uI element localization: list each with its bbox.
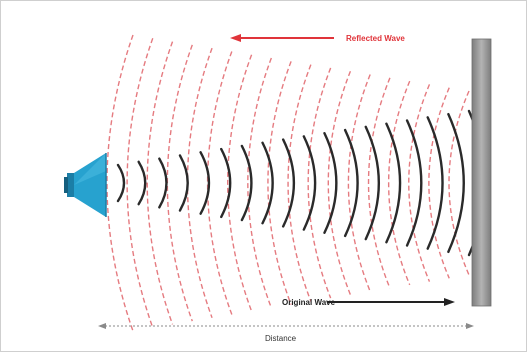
reflected-wave-indicator: Reflected Wave (230, 34, 405, 43)
reflected-wave-arc (106, 34, 134, 332)
original-wave-arc (385, 122, 402, 244)
original-wave-arc (137, 160, 147, 206)
original-wave-indicator: Original Wave (282, 298, 455, 307)
reflected-wave-arc (307, 67, 332, 299)
megaphone-icon (64, 153, 107, 217)
reflected-wave-arrowhead (230, 34, 241, 42)
reflected-wave-arc (267, 61, 292, 305)
original-wave-arc (364, 125, 380, 241)
original-wave-arc (240, 144, 253, 222)
original-wave-arc (405, 119, 423, 247)
reflected-wave-arc (347, 74, 371, 292)
reflected-wave-arc (428, 87, 450, 279)
reflected-wave-arc (327, 70, 352, 296)
distance-arrowhead-right (466, 323, 474, 329)
original-wave-arc (220, 147, 232, 219)
original-wave-fronts (116, 109, 487, 257)
original-wave-arc (199, 151, 211, 215)
original-wave-arc (158, 157, 168, 209)
distance-indicator: Distance (98, 323, 474, 343)
reflected-wave-label: Reflected Wave (346, 34, 405, 43)
original-wave-arc (116, 163, 126, 203)
reflected-wave-arc (247, 57, 273, 309)
original-wave-arc (281, 138, 296, 228)
reflected-wave-arc (126, 38, 154, 328)
distance-arrowhead-left (98, 323, 106, 329)
original-wave-arc (323, 132, 338, 234)
reflected-wave-arc (206, 51, 233, 315)
original-wave-arc (261, 141, 274, 225)
original-wave-arc (302, 135, 317, 231)
reflecting-wall (471, 38, 492, 307)
reflected-wave-arc (287, 64, 312, 302)
reflected-wave-arc (146, 41, 174, 325)
original-wave-arrowhead (444, 298, 455, 306)
distance-label: Distance (265, 334, 297, 343)
reflected-wave-arc (448, 90, 470, 276)
reflected-wave-arc (227, 54, 253, 312)
reflected-wave-arc (166, 44, 193, 322)
reflected-wave-arc (367, 77, 391, 289)
original-wave-arc (447, 112, 465, 254)
original-wave-arc (178, 154, 189, 212)
reflected-wave-fronts (106, 34, 470, 332)
original-wave-arc (343, 128, 359, 238)
reflected-wave-arc (408, 84, 431, 282)
reflected-wave-arc (388, 80, 411, 286)
original-wave-label: Original Wave (282, 298, 336, 307)
original-wave-arc (426, 116, 444, 250)
